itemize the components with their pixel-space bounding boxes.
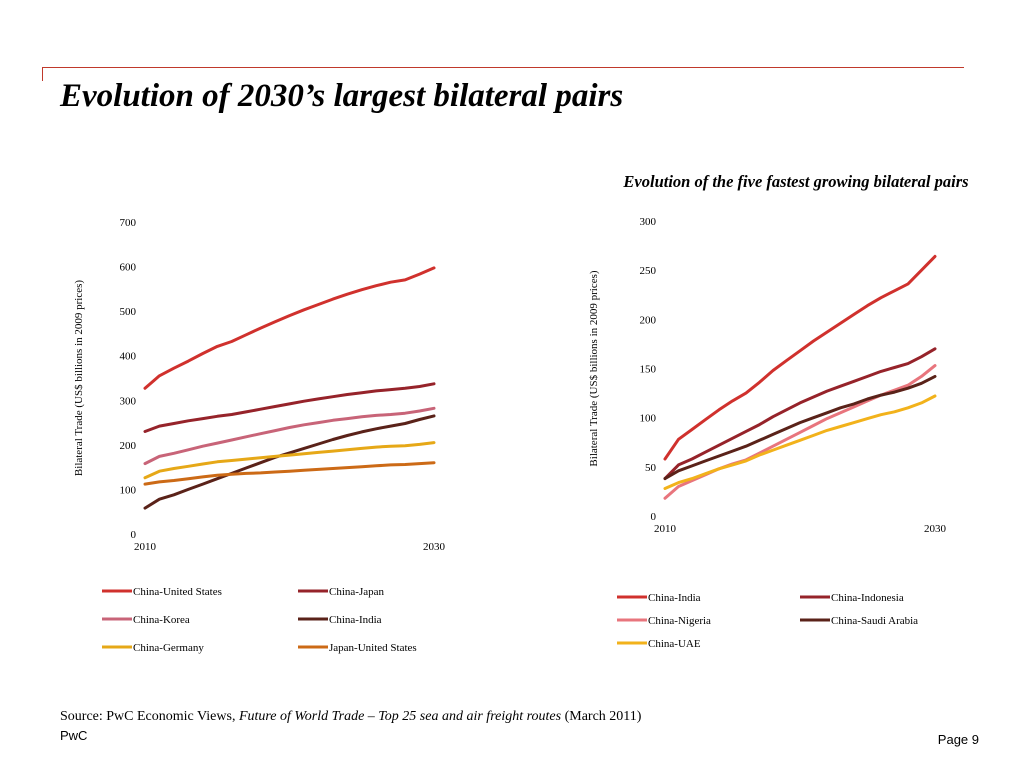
x-tick-label: 2010 <box>134 541 157 553</box>
page-number: Page 9 <box>937 732 979 747</box>
series-line-china-uae <box>663 394 937 490</box>
legend-label-china-korea: China-Korea <box>133 614 190 626</box>
source-suffix: (March 2011) <box>561 709 642 724</box>
source-note: Source: PwC Economic Views, Future of Wo… <box>60 709 641 725</box>
series-line-china-germany <box>143 441 436 480</box>
series-line-china-japan <box>143 382 436 433</box>
x-tick-label: 2030 <box>423 541 446 553</box>
series-line-china-nigeria <box>663 364 937 500</box>
legend-label-china-india: China-India <box>648 592 701 604</box>
x-tick-label: 2030 <box>924 523 947 535</box>
y-tick-label: 500 <box>120 306 137 318</box>
y-tick-label: 200 <box>120 440 137 452</box>
y-tick-label: 400 <box>120 351 137 363</box>
series-line-china-india <box>143 414 436 510</box>
legend-label-china-india: China-India <box>329 614 382 626</box>
x-tick-label: 2010 <box>654 523 677 535</box>
series-line-japan-united-states <box>143 461 436 486</box>
series-line-china-united-states <box>143 266 436 390</box>
y-tick-label: 50 <box>645 462 657 474</box>
slide-title: Evolution of 2030’s largest bilateral pa… <box>60 78 624 114</box>
y-tick-label: 100 <box>640 413 657 425</box>
legend-label-china-saudi-arabia: China-Saudi Arabia <box>831 615 918 627</box>
header-rule <box>42 67 964 68</box>
footer-brand: PwC <box>60 728 88 743</box>
legend-label-china-nigeria: China-Nigeria <box>648 615 711 627</box>
series-line-china-saudi-arabia <box>663 374 937 481</box>
legend-label-china-japan: China-Japan <box>329 586 384 598</box>
series-line-china-india <box>663 254 937 461</box>
y-tick-label: 250 <box>640 265 657 277</box>
source-title: Future of World Trade – Top 25 sea and a… <box>238 709 562 724</box>
legend-label-china-germany: China-Germany <box>133 642 204 654</box>
y-tick-label: 600 <box>120 262 137 274</box>
y-tick-label: 0 <box>651 511 657 523</box>
right-chart-title: Evolution of the five fastest growing bi… <box>623 172 969 191</box>
series-line-china-korea <box>143 406 436 466</box>
legend-label-china-united-states: China-United States <box>133 586 222 598</box>
y-tick-label: 100 <box>120 484 137 496</box>
series-line-china-indonesia <box>663 347 937 481</box>
y-axis-label: Bilateral Trade (US$ billions in 2009 pr… <box>588 270 600 466</box>
header-rule-tick <box>42 67 43 81</box>
y-tick-label: 300 <box>120 395 137 407</box>
source-prefix: Source: PwC Economic Views, <box>60 709 239 724</box>
legend-label-japan-united-states: Japan-United States <box>329 642 417 654</box>
y-axis-label: Bilateral Trade (US$ billions in 2009 pr… <box>73 280 85 476</box>
y-tick-label: 150 <box>640 364 657 376</box>
legend-label-china-indonesia: China-Indonesia <box>831 592 904 604</box>
y-tick-label: 0 <box>131 529 137 541</box>
y-tick-label: 300 <box>640 216 657 228</box>
y-tick-label: 700 <box>120 217 137 229</box>
y-tick-label: 200 <box>640 314 657 326</box>
legend-label-china-uae: China-UAE <box>648 638 701 650</box>
